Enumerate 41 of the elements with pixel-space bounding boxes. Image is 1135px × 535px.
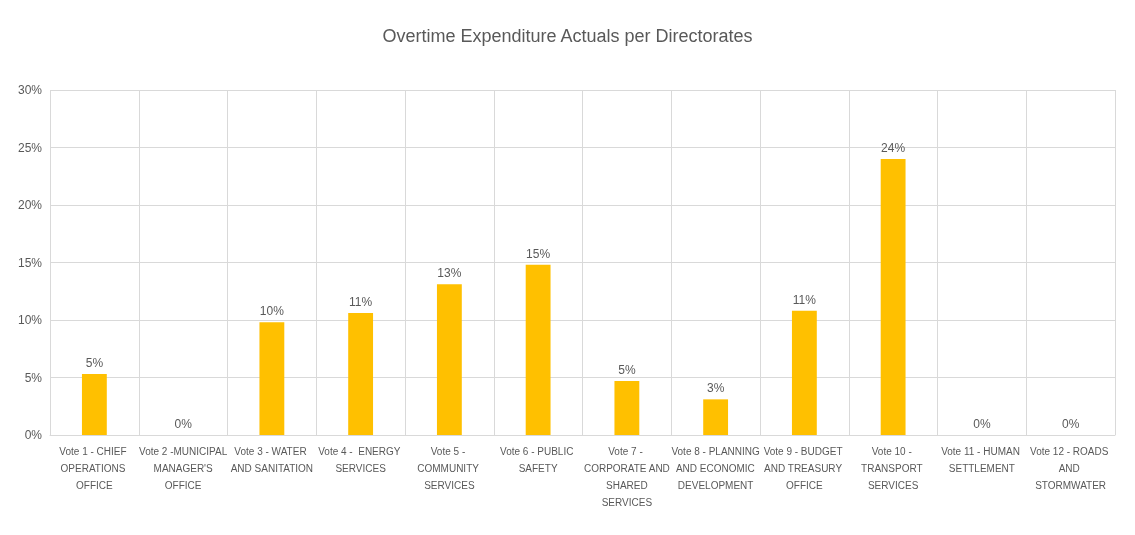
data-label: 11% [792, 292, 817, 307]
x-tick-label: Vote 10 - TRANSPORT SERVICES [861, 446, 926, 491]
x-tick-label: Vote 7 - CORPORATE AND SHARED SERVICES [583, 446, 670, 508]
y-tick-label: 30% [17, 83, 43, 97]
data-label: 5% [618, 362, 636, 377]
x-tick-label: Vote 6 - PUBLIC SAFETY [500, 446, 577, 474]
x-tick-label: Vote 4 - ENERGY SERVICES [318, 446, 404, 474]
x-tick-label: Vote 9 - BUDGET AND TREASURY OFFICE [763, 446, 846, 491]
bar [880, 159, 906, 435]
chart-title: Overtime Expenditure Actuals per Directorates [382, 26, 753, 46]
bar [259, 322, 285, 435]
bar [525, 264, 551, 435]
x-tick-label: Vote 11 - HUMAN SETTLEMENT [941, 446, 1023, 474]
x-tick-label: Vote 3 - WATER AND SANITATION [230, 446, 314, 474]
data-label: 0% [973, 417, 991, 431]
bar [791, 310, 817, 435]
y-tick-label: 25% [17, 140, 43, 155]
data-label: 5% [85, 356, 104, 371]
y-tick-label: 10% [17, 313, 43, 327]
data-label: 3% [706, 381, 725, 396]
data-label: 24% [881, 141, 906, 155]
bar [81, 374, 107, 435]
bar [348, 313, 374, 435]
bar [703, 399, 729, 435]
x-tick-label: Vote 8 - PLANNING AND ECONOMIC DEVELOPMENT [671, 446, 761, 491]
y-tick-label: 15% [17, 255, 43, 270]
x-tick-label: Vote 1 - CHIEF OPERATIONS OFFICE [59, 446, 130, 491]
y-tick-label: 0% [24, 428, 43, 442]
data-label: 0% [1061, 417, 1080, 431]
bar [436, 284, 462, 435]
y-tick-label: 5% [24, 370, 43, 385]
data-label: 10% [259, 304, 285, 319]
x-tick-label: Vote 12 - ROADS AND STORMWATER [1030, 446, 1112, 491]
bar [614, 380, 640, 435]
x-tick-label: Vote 5 - COMMUNITY SERVICES [417, 446, 482, 491]
x-tick-label: Vote 2 -MUNICIPAL MANAGER'S OFFICE [139, 446, 228, 491]
data-label: 15% [526, 246, 551, 261]
y-tick-label: 20% [17, 198, 43, 212]
data-label: 13% [437, 266, 462, 281]
data-label: 11% [349, 295, 373, 310]
data-label: 0% [174, 417, 193, 431]
